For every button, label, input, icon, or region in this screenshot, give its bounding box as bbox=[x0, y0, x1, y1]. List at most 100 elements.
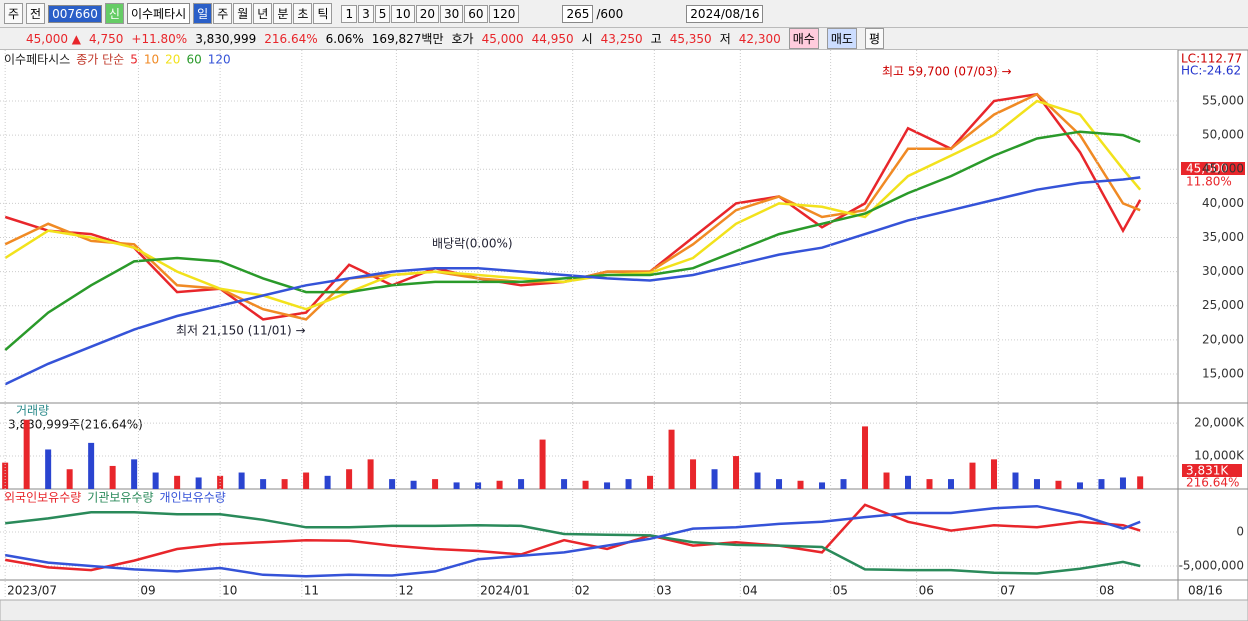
interval-button[interactable]: 120 bbox=[488, 4, 520, 23]
x-tick-label: 10 bbox=[222, 584, 237, 598]
period-button[interactable]: 주 bbox=[213, 3, 233, 24]
chart: 최고 59,700 (07/03) → 최저 21,150 (11/01) → … bbox=[0, 50, 1248, 621]
lc-label: LC:112.77 bbox=[1181, 52, 1242, 66]
x-tick-label: 02 bbox=[575, 584, 590, 598]
x-tick-label: 2023/07 bbox=[7, 584, 57, 598]
y-tick-label: 20,000K bbox=[1194, 416, 1245, 430]
period-button[interactable]: 월 bbox=[233, 3, 253, 24]
series-line bbox=[4, 99, 1142, 311]
volume-bar bbox=[539, 439, 546, 489]
period-button[interactable]: 일 bbox=[193, 3, 213, 24]
volume-bar bbox=[1119, 477, 1126, 489]
y-tick-label: 30,000 bbox=[1202, 264, 1244, 278]
series-line bbox=[4, 504, 1141, 578]
interval-group: 1 3 5 10 20 30 60 120 bbox=[341, 4, 520, 23]
y-tick-label: 20,000 bbox=[1202, 332, 1244, 346]
x-tick-label: 05 bbox=[833, 584, 848, 598]
y-tick-label: 40,000 bbox=[1202, 196, 1244, 210]
period-button[interactable]: 틱 bbox=[313, 3, 333, 24]
price-axis-area bbox=[1177, 50, 1248, 601]
y-tick-label: 15,000 bbox=[1202, 366, 1244, 380]
volume-bar bbox=[238, 472, 245, 489]
volume-bar bbox=[260, 479, 267, 489]
x-tick-label: 04 bbox=[742, 584, 757, 598]
sell-button[interactable]: 매도 bbox=[826, 28, 857, 49]
volume-bar bbox=[582, 480, 589, 489]
y-tick-label: 35,000 bbox=[1202, 230, 1244, 244]
volume-bar bbox=[754, 472, 761, 489]
volume-bar bbox=[733, 456, 740, 489]
legend-label: 종가 단순 bbox=[76, 53, 124, 67]
change: 4,750 bbox=[89, 31, 124, 46]
interval-button[interactable]: 20 bbox=[415, 4, 439, 23]
volume-bar bbox=[604, 482, 611, 489]
series-line bbox=[5, 511, 1141, 575]
volume-bar bbox=[1012, 472, 1019, 489]
legend-entry: 20 bbox=[165, 53, 180, 67]
volume-bar bbox=[23, 419, 30, 489]
interval-button[interactable]: 10 bbox=[391, 4, 415, 23]
interval-button[interactable]: 60 bbox=[464, 4, 488, 23]
volume-bar bbox=[711, 469, 718, 489]
x-tick-label: 2024/01 bbox=[480, 584, 530, 598]
period-button[interactable]: 분 bbox=[273, 3, 293, 24]
x-tick-label: 08 bbox=[1099, 584, 1114, 598]
x-tick-label: 07 bbox=[1000, 584, 1015, 598]
high-label: 고 bbox=[650, 32, 662, 46]
volume: 3,830,999 bbox=[195, 31, 257, 46]
y-tick-label: 0 bbox=[1236, 525, 1244, 539]
volume-bar bbox=[797, 480, 804, 489]
y-tick-label: 55,000 bbox=[1202, 93, 1244, 107]
volume-bar bbox=[647, 475, 654, 489]
volume-bar bbox=[947, 479, 954, 489]
volume-bar bbox=[324, 475, 331, 489]
period-button[interactable]: 초 bbox=[293, 3, 313, 24]
turnover: 6.06% bbox=[325, 31, 364, 46]
market-select[interactable]: 주 bbox=[4, 3, 24, 24]
volume-tag: 3,831K bbox=[1186, 464, 1229, 478]
code-input[interactable]: 007660 bbox=[48, 4, 102, 23]
legend-entry: 5 bbox=[130, 53, 138, 67]
amount: 169,827백만 bbox=[371, 32, 444, 46]
new-badge[interactable]: 신 bbox=[104, 3, 124, 24]
volume-bar bbox=[410, 480, 417, 489]
pct-tag: 11.80% bbox=[1186, 175, 1232, 189]
volume-tag-bg bbox=[1182, 464, 1242, 477]
scrollbar[interactable] bbox=[0, 599, 1248, 621]
volume-bar bbox=[690, 459, 697, 489]
interval-button[interactable]: 1 bbox=[341, 4, 358, 23]
price: 45,000 ▲ bbox=[26, 31, 82, 46]
hc-label: HC:-24.62 bbox=[1181, 64, 1241, 78]
open-label: 시 bbox=[581, 32, 593, 46]
volume-bar bbox=[131, 459, 138, 489]
interval-button[interactable]: 3 bbox=[358, 4, 374, 23]
volume-value: 3,830,999주(216.64%) bbox=[8, 418, 143, 432]
avg-button[interactable]: 평 bbox=[864, 28, 884, 49]
y-tick-label: 10,000K bbox=[1194, 449, 1245, 463]
current-date: 08/16 bbox=[1188, 584, 1223, 598]
y-tick-label: 50,000 bbox=[1202, 128, 1244, 142]
low-annotation: 최저 21,150 (11/01) → bbox=[176, 324, 306, 338]
volume-bar bbox=[776, 479, 783, 489]
interval-button[interactable]: 30 bbox=[439, 4, 464, 23]
interval-button[interactable]: 5 bbox=[374, 4, 391, 23]
max-count: /600 bbox=[596, 6, 624, 21]
volume-bar bbox=[346, 469, 353, 489]
buy-button[interactable]: 매수 bbox=[788, 28, 819, 49]
prev-button[interactable]: 전 bbox=[26, 3, 46, 24]
count-input[interactable]: 265 bbox=[562, 4, 594, 23]
volume-bar bbox=[819, 482, 826, 489]
date-input[interactable]: 2024/08/16 bbox=[686, 4, 764, 23]
period-button[interactable]: 년 bbox=[253, 3, 273, 24]
low: 42,300 bbox=[738, 31, 781, 46]
volume-bar bbox=[45, 449, 52, 489]
volume-bar bbox=[840, 479, 847, 489]
volume-bar bbox=[389, 479, 396, 489]
series-line bbox=[4, 176, 1141, 386]
volume-bar bbox=[281, 479, 288, 489]
volume-bar bbox=[453, 482, 460, 489]
y-tick-label: 25,000 bbox=[1202, 298, 1244, 312]
chart-title: 이수페타시스 bbox=[4, 53, 70, 67]
open: 43,250 bbox=[600, 31, 643, 46]
